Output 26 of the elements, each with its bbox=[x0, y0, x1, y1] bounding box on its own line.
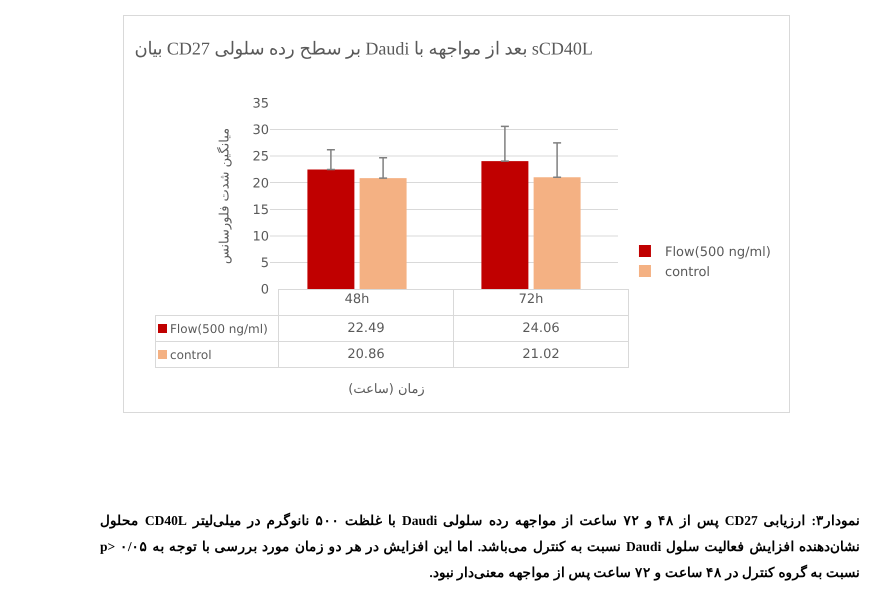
y-tick-label: 20 bbox=[252, 176, 269, 192]
y-tick-label: 30 bbox=[252, 123, 269, 138]
legend-label: control bbox=[664, 265, 710, 280]
y-tick-label: 0 bbox=[260, 282, 269, 298]
data-label: 24.06 bbox=[454, 316, 628, 342]
data-label: 22.49 bbox=[278, 316, 454, 342]
y-tick-label: 35 bbox=[252, 96, 269, 112]
bar bbox=[534, 177, 581, 289]
y-tick-label: 10 bbox=[252, 229, 269, 244]
data-label: 21.02 bbox=[454, 342, 628, 368]
bar bbox=[307, 169, 354, 289]
text: نمودار۳: ارزیابی CD27 پس از ۴۸ و ۷۲ ساعت از مواجهه رده سلولی Daudi با غلظت ۵۰۰ نانوگرم در میلی‌لیتر CD40L محلول نشان‌دهنده افزایش فعالیت سلول Daudi نسبت به کنترل می‌باشد. اما این افزایش در هر دو زمان مورد بررسی با توجه به p> ۰/۰۵ نسبت به گروه کنترل در ۴۸ ساعت و ۷۲ ساعت پس از مواجهه معنی‌دار نبود. bbox=[100, 512, 860, 583]
x-tick-label: 72h bbox=[518, 292, 544, 307]
bar bbox=[481, 161, 528, 289]
y-tick-label: 5 bbox=[260, 256, 269, 271]
y-tick-label: 25 bbox=[252, 150, 269, 165]
text: Flow(500 ng/ml) bbox=[664, 245, 771, 260]
x-tick-label: 48h bbox=[344, 292, 370, 307]
text: زمان (ساعت) bbox=[347, 382, 426, 397]
text: control bbox=[170, 348, 212, 362]
data-label: 20.86 bbox=[278, 342, 454, 368]
y-tick-label: 15 bbox=[252, 202, 269, 218]
chart-title: بیان CD27 بر سطح رده سلولی Daudi بعد از مواجهه با sCD40L bbox=[134, 38, 593, 60]
legend-label: Flow(500 ng/ml) bbox=[170, 322, 268, 336]
y-axis-title: میانگین شدت فلورسانس bbox=[216, 128, 232, 264]
bar bbox=[360, 178, 407, 289]
